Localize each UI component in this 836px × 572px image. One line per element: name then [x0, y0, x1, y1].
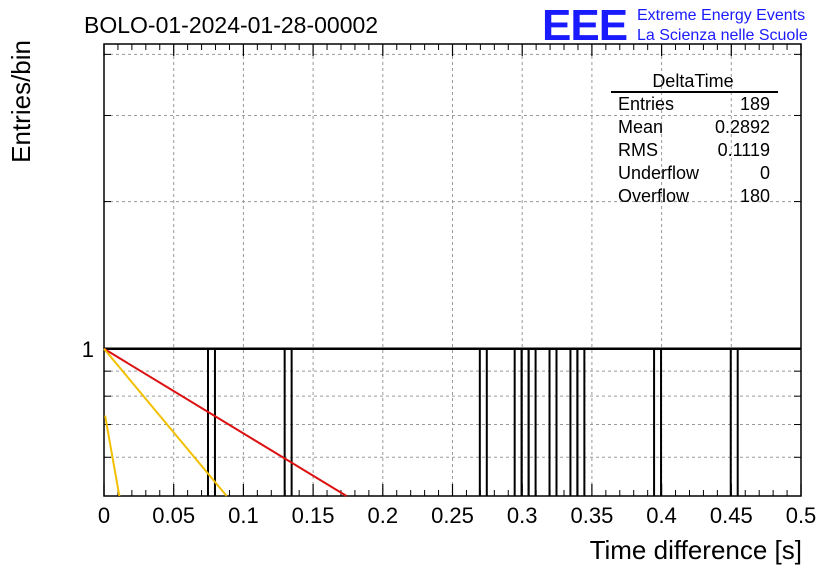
stats-title: DeltaTime — [652, 71, 733, 91]
chart-title: BOLO-01-2024-01-28-00002 — [84, 12, 378, 38]
stats-value: 0.1119 — [718, 140, 770, 160]
x-tick-label: 0.1 — [228, 503, 259, 528]
fit-lines — [103, 347, 348, 497]
stats-label: Overflow — [618, 186, 690, 206]
stats-label: Mean — [618, 117, 663, 137]
x-axis-title: Time difference [s] — [590, 535, 802, 565]
y-axis-title: Entries/bin — [6, 40, 36, 163]
histogram-bar — [653, 347, 663, 496]
stats-value: 189 — [740, 94, 770, 114]
logo-mark: EEE — [542, 1, 627, 50]
x-tick-label: 0.45 — [710, 503, 753, 528]
stats-box: DeltaTime Entries 189 Mean 0.2892 RMS 0.1119 U… — [611, 71, 778, 206]
x-tick-label: 0.05 — [152, 503, 195, 528]
stats-value: 0 — [760, 163, 770, 183]
y-tick-label: 1 — [82, 337, 94, 362]
histogram-bar — [548, 347, 558, 496]
stats-label: Underflow — [618, 163, 700, 183]
logo-line-1: Extreme Energy Events — [637, 7, 805, 24]
fit-line — [103, 347, 348, 497]
x-tick-label: 0.15 — [292, 503, 335, 528]
histogram-bar — [729, 347, 739, 496]
fit-line — [103, 348, 228, 497]
stats-value: 180 — [740, 186, 770, 206]
histogram-bar — [527, 347, 537, 496]
logo-line-2: La Scienza nelle Scuole — [637, 27, 808, 44]
x-tick-label: 0.35 — [570, 503, 613, 528]
y-tick-labels: 1 — [82, 337, 94, 362]
histogram-bar — [478, 347, 488, 496]
stats-label: Entries — [618, 94, 674, 114]
stats-value: 0.2892 — [715, 117, 770, 137]
x-tick-label: 0.25 — [431, 503, 474, 528]
x-tick-label: 0.5 — [786, 503, 817, 528]
histogram-bar — [283, 347, 293, 496]
histogram-bar — [576, 347, 586, 496]
x-tick-label: 0 — [98, 503, 110, 528]
eee-logo: EEE Extreme Energy Events La Scienza nel… — [542, 1, 808, 50]
histogram-bars — [104, 347, 801, 496]
stats-label: RMS — [618, 140, 658, 160]
x-tick-labels: 0 0.05 0.1 0.15 0.2 0.25 0.3 0.35 0.4 0.45 0.5 — [98, 503, 816, 528]
x-tick-label: 0.4 — [646, 503, 677, 528]
histogram-bar — [206, 347, 216, 496]
x-tick-label: 0.3 — [507, 503, 538, 528]
fit-line — [104, 415, 121, 497]
x-tick-label: 0.2 — [368, 503, 399, 528]
stats-rows: Entries 189 Mean 0.2892 RMS 0.1119 Underflow 0 O… — [618, 94, 770, 206]
